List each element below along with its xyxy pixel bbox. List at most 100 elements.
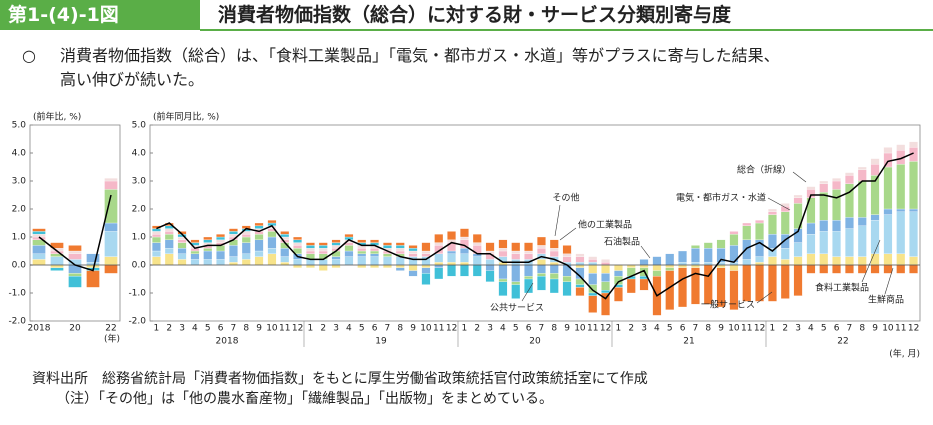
- bar-segment: [241, 259, 251, 266]
- bar-segment: [832, 264, 841, 274]
- bar-segment: [318, 250, 328, 254]
- bar-segment: [832, 180, 841, 190]
- total-line: [38, 194, 112, 272]
- bar-segment: [703, 242, 713, 249]
- bar-segment: [703, 264, 713, 305]
- bar-segment: [870, 253, 880, 266]
- series-label: 生鮮商品: [868, 294, 904, 306]
- bar-segment: [460, 262, 469, 266]
- bar-segment: [395, 250, 405, 254]
- bar-segment: [472, 242, 482, 246]
- bar-segment: [203, 259, 213, 266]
- bar-segment: [306, 245, 315, 249]
- bar-segment: [460, 248, 469, 254]
- note: （注）「その他」は「他の農水畜産物」「繊維製品」「出版物」をまとめている。: [56, 388, 553, 408]
- bar-segment: [755, 262, 764, 266]
- bar-segment: [755, 220, 764, 224]
- callout-line: [756, 291, 773, 304]
- summary: ○ 消費者物価指数（総合）は、「食料工業製品」「電気・都市ガス・水道」等がプラス…: [22, 44, 780, 92]
- bar-segment: [575, 256, 585, 263]
- x-tick-label: 2: [628, 324, 634, 334]
- bar-segment: [190, 253, 200, 260]
- bar-segment: [768, 211, 777, 215]
- bar-segment: [306, 242, 315, 246]
- bar-segment: [806, 186, 816, 190]
- x-tick-label: 2: [782, 324, 788, 334]
- bar-segment: [267, 253, 277, 266]
- bar-segment: [152, 228, 161, 232]
- x-tick-label: 12: [908, 324, 919, 334]
- bar-segment: [318, 242, 328, 246]
- bar-segment: [293, 259, 302, 266]
- x-tick-label: 1: [462, 324, 468, 334]
- bar-segment: [832, 256, 841, 266]
- summary-line: 高い伸びが続いた。: [60, 70, 205, 89]
- bar-segment: [408, 264, 418, 271]
- bar-segment: [537, 259, 546, 266]
- bar-segment: [408, 256, 418, 266]
- bar-segment: [472, 234, 482, 243]
- callout-line: [521, 282, 534, 302]
- bar-segment: [832, 220, 841, 232]
- bar-segment: [806, 253, 816, 266]
- bar-segment: [909, 256, 918, 266]
- bar-segment: [549, 273, 559, 280]
- bar-segment: [241, 253, 251, 260]
- x-tick-label: 11: [741, 324, 752, 334]
- bar-segment: [780, 264, 790, 299]
- bar-segment: [357, 256, 367, 266]
- bar-segment: [819, 183, 829, 193]
- bar-segment: [370, 264, 379, 268]
- bar-segment: [575, 264, 585, 268]
- bar-segment: [177, 248, 187, 254]
- figure-title: 消費者物価指数（総合）に対する財・サービス分類別寄与度: [218, 4, 732, 26]
- bar-segment: [421, 250, 431, 254]
- bar-segment: [229, 228, 238, 232]
- bar-segment: [678, 262, 687, 266]
- bar-segment: [896, 208, 906, 212]
- bar-segment: [280, 256, 290, 263]
- bar-segment: [485, 242, 495, 252]
- year-label: 22: [837, 337, 848, 347]
- bar-segment: [845, 175, 854, 184]
- bar-segment: [241, 236, 251, 243]
- bar-segment: [383, 256, 392, 266]
- bar-segment: [832, 231, 841, 257]
- y-tick-label: 0.0: [132, 261, 147, 271]
- x-tick-label: 2: [166, 324, 172, 334]
- bar-segment: [845, 217, 854, 229]
- x-tick-label: 9: [564, 324, 570, 334]
- bar-segment: [408, 253, 418, 257]
- x-tick-label: 1: [154, 324, 160, 334]
- bar-segment: [68, 273, 82, 277]
- bar-segment: [716, 264, 726, 268]
- bar-segment: [845, 256, 854, 266]
- bar-segment: [549, 264, 559, 274]
- bar-segment: [357, 248, 367, 252]
- bar-segment: [857, 166, 867, 170]
- bar-segment: [485, 270, 495, 282]
- bar-segment: [793, 242, 803, 257]
- note-label: （注）: [56, 391, 98, 407]
- x-tick-label: 3: [333, 324, 339, 334]
- bar-segment: [216, 250, 225, 260]
- bar-segment: [742, 225, 752, 240]
- bar-segment: [691, 262, 700, 266]
- bar-segment: [254, 256, 264, 266]
- x-tick-label: 2018: [28, 324, 51, 334]
- bar-segment: [562, 245, 572, 254]
- bar-segment: [485, 259, 495, 266]
- bar-segment: [768, 208, 777, 212]
- bar-segment: [395, 245, 405, 249]
- note-text: 「その他」は「他の農水畜産物」「繊維製品」「出版物」をまとめている。: [98, 391, 553, 407]
- x-tick-label: 5: [513, 324, 519, 334]
- x-tick-label: 1: [308, 324, 314, 334]
- y-tick-label: 2.0: [132, 205, 147, 215]
- x-tick-label: 9: [718, 324, 724, 334]
- x-axis-label: (年, 月): [889, 348, 920, 360]
- bar-segment: [152, 242, 161, 252]
- bar-segment: [588, 264, 598, 274]
- bar-segment: [498, 239, 508, 249]
- bar-segment: [293, 239, 302, 243]
